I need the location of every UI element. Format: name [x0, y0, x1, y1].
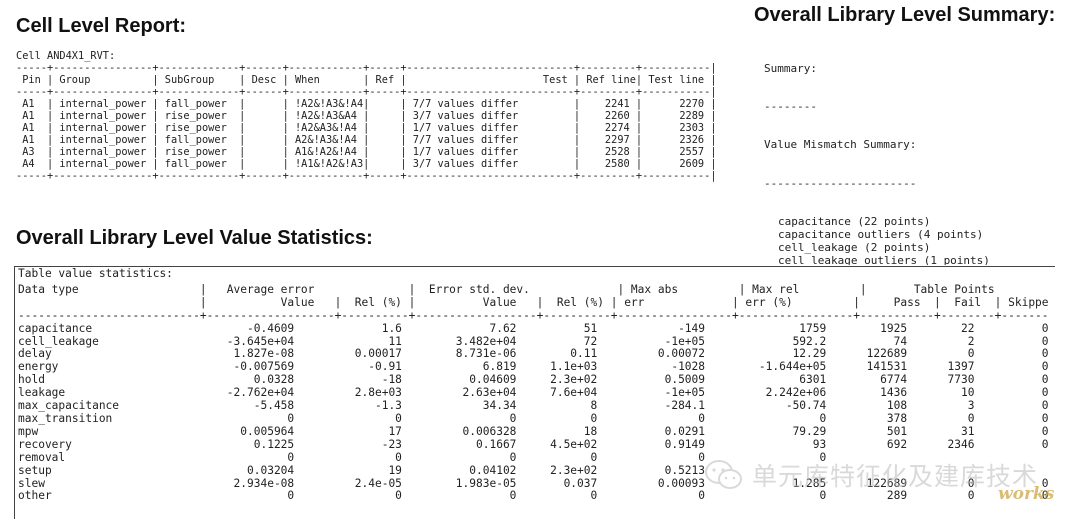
stats-body: capacitance -0.4609 1.6 7.62 51 -149 175… — [18, 321, 1048, 504]
summary-item: capacitance outliers (4 points) — [778, 227, 984, 241]
cell-report-table: Cell AND4X1_RVT: -----+----------------+-… — [16, 50, 717, 182]
stats-header-row: | Value | Rel (%) | Value | Rel (%) | er… — [18, 295, 1048, 309]
cell-report-heading: Cell Level Report: — [16, 15, 187, 37]
summary-item: cell_leakage (2 points) — [778, 240, 931, 254]
stats-row: recovery 0.1225 -23 0.1667 4.5e+02 0.914… — [18, 437, 1048, 451]
stats-row: capacitance -0.4609 1.6 7.62 51 -149 175… — [18, 321, 1048, 335]
stats-header-row: Data type | Average error | Error std. d… — [18, 282, 1048, 296]
stats-row: setup 0.03204 19 0.04102 2.3e+02 0.5213 — [18, 463, 1048, 477]
stats-row: delay 1.827e-08 0.00017 8.731e-06 0.11 0… — [18, 347, 1048, 361]
summary-heading: Overall Library Level Summary: — [754, 4, 1056, 26]
stats-row: max_transition 0 0 0 0 0 0 378 0 0 100.0… — [18, 411, 1048, 425]
stats-title: Table value statistics: — [18, 268, 173, 280]
stats-row: other 0 0 0 0 0 0 289 0 0 100.00 — [18, 489, 1048, 503]
table-row: A1 | internal_power | rise_power | | !A2… — [16, 122, 717, 134]
table-row: A3 | internal_power | rise_power | | A1&… — [16, 146, 717, 158]
watermark: 单元库特征化及建库技术 — [704, 452, 1064, 498]
stats-row: removal 0 0 0 0 0 0 — [18, 450, 1048, 464]
summary-rule: -------- — [764, 99, 817, 113]
stats-frame — [14, 266, 1055, 519]
stats-header: Data type | Average error | Error std. d… — [18, 282, 1048, 323]
summary-list: capacitance (22 points) capacitance outli… — [764, 215, 1064, 265]
table-rule: -----+----------------+-------------+---… — [16, 86, 717, 98]
stats-row: energy -0.007569 -0.91 6.819 1.1e+03 -10… — [18, 360, 1048, 374]
summary-label: Summary: — [764, 61, 817, 75]
stats-row: mpw 0.005964 17 0.006328 18 0.0291 79.29… — [18, 424, 1048, 438]
stats-row: cell_leakage -3.645e+04 11 3.482e+04 72 … — [18, 334, 1048, 348]
stats-row: hold 0.0328 -18 0.04609 2.3e+02 0.5009 6… — [18, 373, 1048, 387]
stats-row: slew 2.934e-08 2.4e-05 1.983e-05 0.037 0… — [18, 476, 1048, 490]
table-row: A4 | internal_power | fall_power | | !A1… — [16, 158, 717, 170]
table-rule: -----+----------------+-------------+---… — [16, 62, 717, 74]
stats-row: max_capacitance -5.458 -1.3 34.34 8 -284… — [18, 399, 1048, 413]
wechat-icon — [705, 460, 742, 489]
stats-panel: Table value statistics: Data type | Aver… — [18, 268, 1048, 516]
watermark-text: 单元库特征化及建库技术 — [752, 462, 1039, 491]
stats-rule: ---------------------------+------------… — [18, 308, 1048, 322]
summary-subheading: Value Mismatch Summary: — [764, 138, 917, 152]
summary-subrule: ----------------------- — [764, 176, 917, 190]
table-header-row: Pin | Group | SubGroup | Desc | When | R… — [16, 74, 717, 86]
summary-item: cell_leakage outliers (1 points) — [778, 253, 990, 265]
works-logo: works — [998, 484, 1055, 504]
stats-heading: Overall Library Level Value Statistics: — [16, 227, 373, 249]
cell-name-line: Cell AND4X1_RVT: — [16, 50, 116, 62]
stats-row: leakage -2.762e+04 2.8e+03 2.63e+04 7.6e… — [18, 386, 1048, 400]
summary-panel: Summary: -------- Value Mismatch Summary… — [764, 37, 1064, 265]
summary-item: capacitance (22 points) — [778, 215, 931, 229]
table-rule: -----+----------------+-------------+---… — [16, 170, 717, 182]
table-row: A1 | internal_power | rise_power | | !A2… — [16, 110, 717, 122]
table-row: A1 | internal_power | fall_power | | A2&… — [16, 134, 717, 146]
table-row: A1 | internal_power | fall_power | | !A2… — [16, 98, 717, 110]
